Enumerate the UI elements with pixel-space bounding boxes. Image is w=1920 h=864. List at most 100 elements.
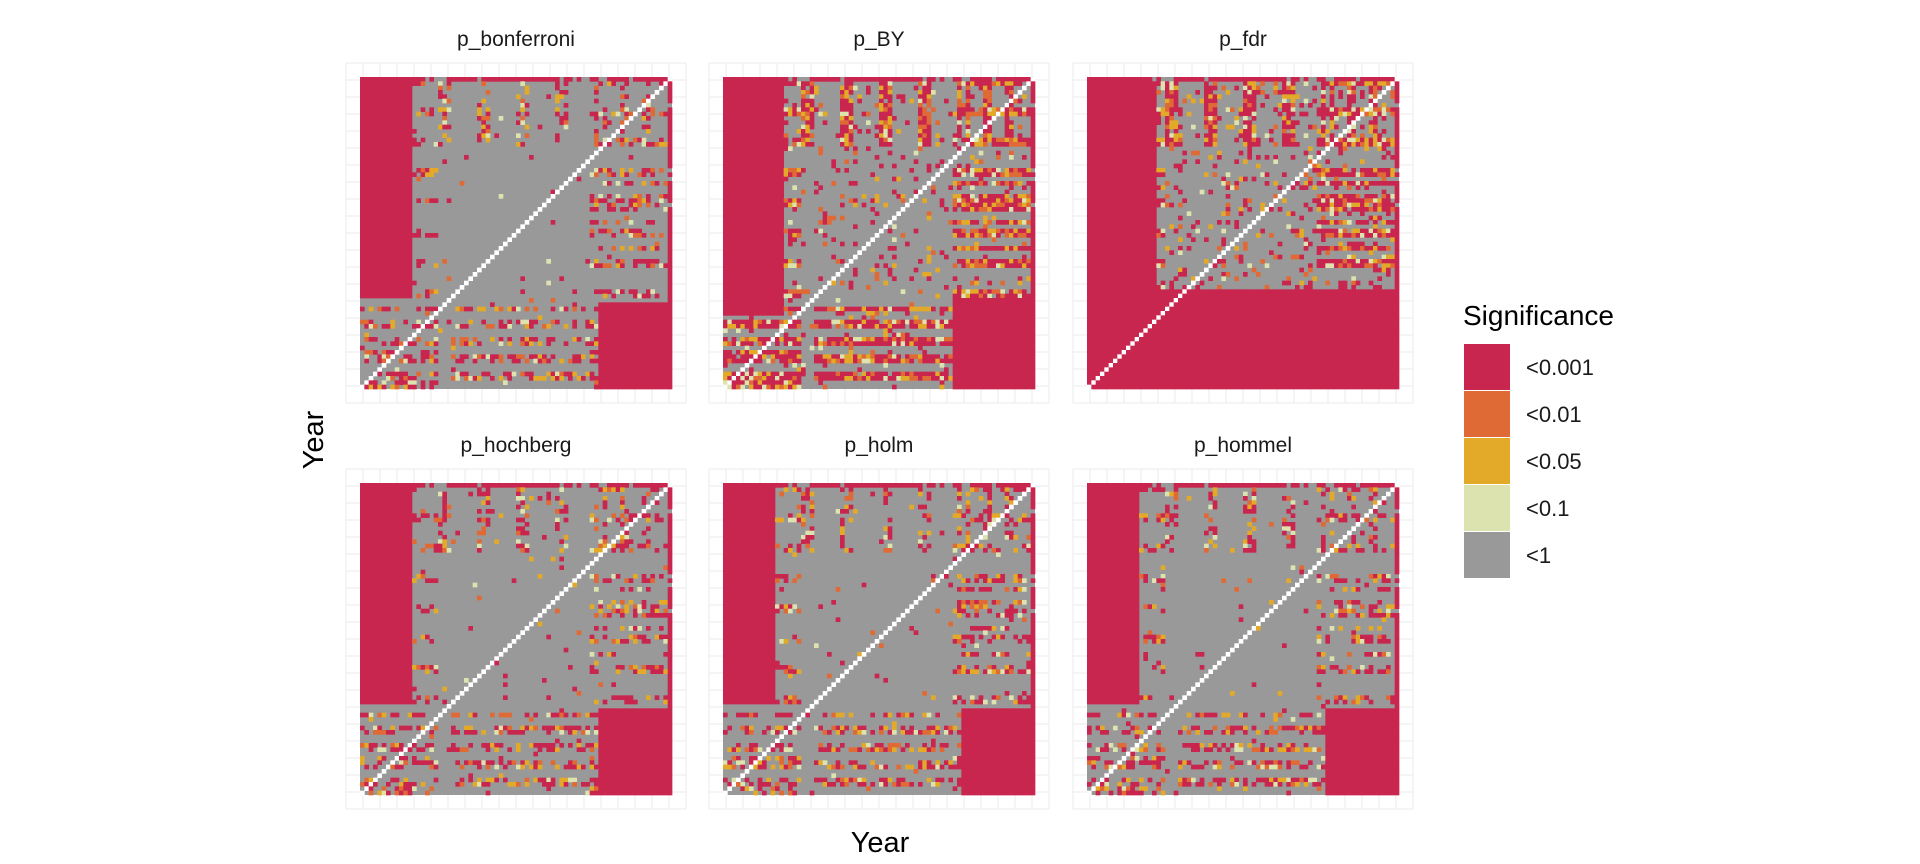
heatmap-cell	[1360, 77, 1365, 82]
heatmap-cell	[840, 337, 845, 342]
heatmap-cell	[957, 185, 962, 191]
heatmap-cell	[407, 133, 413, 139]
heatmap-cell	[952, 276, 958, 282]
heatmap-cell	[952, 293, 958, 299]
heatmap-cell	[853, 181, 858, 186]
heatmap-cell	[633, 306, 638, 312]
heatmap-cell	[757, 137, 763, 143]
heatmap-cell	[723, 324, 728, 329]
heatmap-cell	[723, 254, 728, 260]
heatmap-cell	[939, 363, 945, 368]
heatmap-cell	[1004, 350, 1010, 355]
heatmap-cell	[983, 358, 988, 364]
heatmap-cell	[481, 371, 487, 377]
heatmap-cell	[611, 306, 617, 312]
heatmap-cell	[796, 319, 802, 325]
heatmap-cell	[766, 228, 772, 234]
heatmap-cell	[736, 241, 741, 247]
heatmap-cell	[957, 358, 962, 364]
heatmap-cell	[403, 267, 409, 273]
heatmap-cell	[792, 168, 798, 173]
heatmap-cell	[611, 246, 617, 251]
heatmap-cell	[399, 107, 404, 113]
heatmap-cell	[1251, 90, 1257, 95]
heatmap-cell	[659, 198, 664, 204]
heatmap-cell	[879, 98, 884, 104]
heatmap-cell	[844, 103, 850, 108]
heatmap-cell	[883, 124, 889, 130]
heatmap-cell	[757, 202, 763, 208]
heatmap-cell	[922, 354, 928, 360]
heatmap-cell	[1156, 107, 1162, 113]
heatmap-cell	[1013, 220, 1019, 225]
heatmap-cell	[446, 198, 452, 204]
heatmap-cell	[749, 129, 754, 134]
heatmap-cell	[399, 358, 404, 364]
heatmap-cell	[394, 120, 400, 126]
heatmap-cell	[757, 306, 763, 312]
heatmap-cell	[650, 384, 656, 390]
heatmap-cell	[650, 380, 656, 386]
heatmap-cell	[1004, 111, 1010, 117]
heatmap-cell	[628, 380, 634, 386]
heatmap-cell	[633, 228, 638, 234]
heatmap-cell	[1126, 103, 1131, 108]
heatmap-cell	[667, 137, 673, 143]
heatmap-cell	[879, 341, 884, 347]
heatmap-cell	[1017, 332, 1023, 338]
heatmap-cell	[1026, 337, 1032, 342]
heatmap-cell	[744, 371, 750, 377]
heatmap-cell	[364, 280, 370, 286]
heatmap-cell	[1100, 94, 1105, 100]
heatmap-cell	[620, 311, 625, 316]
heatmap-cell	[883, 280, 889, 286]
heatmap-cell	[485, 133, 491, 139]
heatmap-cell	[731, 150, 737, 156]
heatmap-cell	[918, 259, 923, 264]
heatmap-cell	[831, 354, 837, 360]
heatmap-cell	[762, 215, 767, 221]
heatmap-cell	[731, 103, 737, 108]
heatmap-cell	[996, 337, 1001, 342]
heatmap-cell	[1000, 81, 1006, 87]
heatmap-cell	[481, 319, 487, 325]
heatmap-cell	[931, 341, 936, 347]
heatmap-cell	[1004, 90, 1010, 95]
heatmap-cell	[390, 250, 396, 256]
heatmap-cell	[412, 172, 417, 178]
heatmap-cell	[1364, 81, 1370, 87]
heatmap-cell	[788, 341, 793, 347]
heatmap-cell	[822, 233, 828, 238]
heatmap-cell	[546, 259, 552, 264]
heatmap-cell	[633, 302, 638, 308]
heatmap-cell	[740, 246, 746, 251]
heatmap-cell	[796, 285, 802, 290]
heatmap-cell	[667, 285, 673, 290]
heatmap-cell	[1368, 85, 1374, 91]
heatmap-cell	[822, 241, 828, 247]
heatmap-cell	[1022, 207, 1027, 212]
heatmap-cell	[381, 263, 387, 269]
heatmap-cell	[727, 94, 733, 100]
heatmap-cell	[840, 111, 845, 117]
heatmap-cell	[939, 337, 945, 342]
heatmap-cell	[926, 133, 932, 139]
heatmap-cell	[524, 103, 530, 108]
heatmap-cell	[757, 172, 763, 178]
heatmap-cell	[1095, 98, 1101, 104]
heatmap-cell	[386, 250, 391, 256]
heatmap-cell	[848, 137, 854, 143]
heatmap-cell	[607, 120, 612, 126]
heatmap-cell	[1009, 289, 1014, 295]
heatmap-cell	[1026, 207, 1032, 212]
heatmap-cell	[403, 376, 409, 381]
heatmap-cell	[913, 159, 919, 165]
heatmap-cell	[783, 120, 789, 126]
heatmap-cell	[801, 363, 806, 368]
heatmap-cell	[511, 371, 517, 377]
heatmap-cell	[1009, 150, 1014, 156]
heatmap-cell	[650, 77, 656, 82]
heatmap-cell	[766, 250, 772, 256]
heatmap-cell	[909, 371, 915, 377]
heatmap-cell	[455, 358, 461, 364]
